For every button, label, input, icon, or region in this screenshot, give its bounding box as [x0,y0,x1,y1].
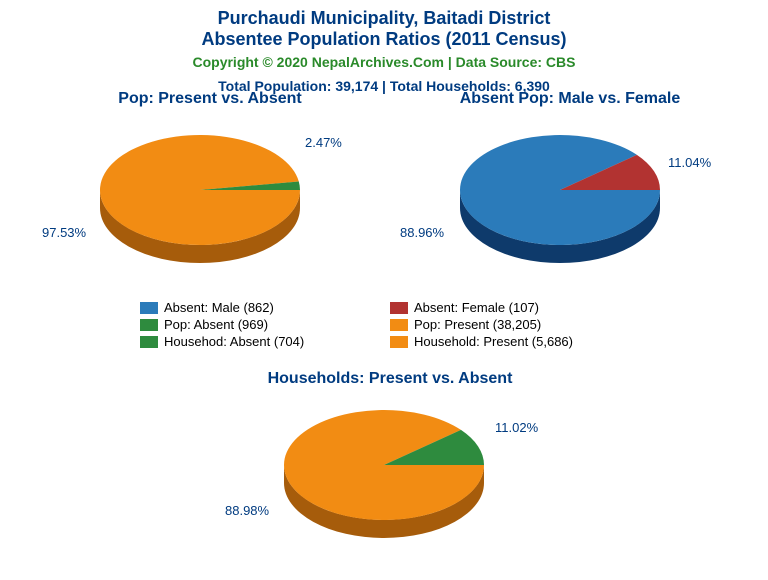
chart3-title: Households: Present vs. Absent [250,370,530,388]
legend-item: Pop: Present (38,205) [390,317,640,332]
legend-label: Absent: Male (862) [164,300,274,315]
legend-item: Pop: Absent (969) [140,317,390,332]
legend-item: Absent: Male (862) [140,300,390,315]
legend-item: Absent: Female (107) [390,300,640,315]
legend-item: Household: Present (5,686) [390,334,640,349]
legend-label: Pop: Absent (969) [164,317,268,332]
chart1-title: Pop: Present vs. Absent [110,90,310,108]
chart3-label2: 11.02% [495,420,538,435]
legend-swatch [140,336,158,348]
legend-swatch [140,319,158,331]
legend-label: Absent: Female (107) [414,300,539,315]
chart2-label1: 88.96% [400,225,444,240]
chart1-label2: 2.47% [305,135,342,150]
chart3-label1: 88.98% [225,503,269,518]
legend-swatch [390,319,408,331]
legend-swatch [140,302,158,314]
legend-swatch [390,302,408,314]
legend-item: Househod: Absent (704) [140,334,390,349]
chart1-label1: 97.53% [42,225,86,240]
legend-label: Househod: Absent (704) [164,334,304,349]
legend: Absent: Male (862) Absent: Female (107) … [140,300,640,351]
legend-swatch [390,336,408,348]
copyright-text: Copyright © 2020 NepalArchives.Com | Dat… [0,54,768,70]
legend-label: Pop: Present (38,205) [414,317,541,332]
legend-label: Household: Present (5,686) [414,334,573,349]
title-line2: Absentee Population Ratios (2011 Census) [0,29,768,50]
title-line1: Purchaudi Municipality, Baitadi District [0,0,768,29]
chart2-title: Absent Pop: Male vs. Female [430,90,710,108]
chart2-label2: 11.04% [668,155,711,170]
chart-area: Pop: Present vs. Absent Absent Pop: Male… [0,95,768,575]
